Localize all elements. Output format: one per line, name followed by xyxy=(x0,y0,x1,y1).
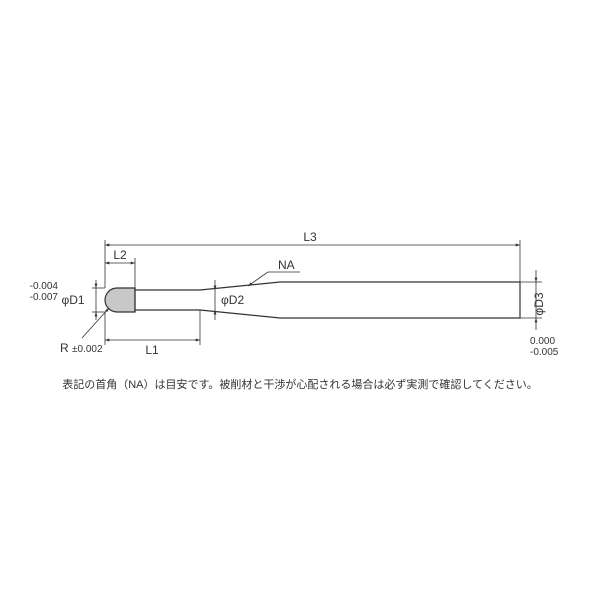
shank xyxy=(280,282,520,318)
label-L1: L1 xyxy=(145,343,159,357)
dim-L3: L3 xyxy=(105,230,520,288)
label-D1: φD1 xyxy=(61,293,84,307)
dim-D1: φD1 -0.004 -0.007 xyxy=(30,280,105,320)
label-D1-tol-lower: -0.007 xyxy=(30,292,59,303)
label-L3: L3 xyxy=(303,230,317,244)
dim-D3: φD3 0.000 -0.005 xyxy=(520,270,559,358)
label-R: R xyxy=(60,341,69,355)
dim-L2: L2 xyxy=(105,248,135,288)
label-D2: φD2 xyxy=(221,293,244,307)
neck xyxy=(135,290,200,310)
label-D1-tol-upper: -0.004 xyxy=(30,281,59,292)
caption-text: 表記の首角（NA）は目安です。被削材と干渉が心配される場合は必ず実測で確認してく… xyxy=(62,377,538,391)
label-R-tol: ±0.002 xyxy=(72,344,103,355)
label-D3-tol-lower: -0.005 xyxy=(530,347,559,358)
label-D3: φD3 xyxy=(532,292,546,315)
label-L2: L2 xyxy=(113,248,127,262)
dim-L1: L1 xyxy=(105,310,200,357)
tool-dimension-diagram: L3 L2 L1 NA φD1 -0.004 -0.007 φD2 xyxy=(0,0,600,600)
label-NA: NA xyxy=(278,258,295,272)
label-D3-tol-upper: 0.000 xyxy=(530,336,555,347)
tool-shape xyxy=(105,282,520,318)
dim-R: R ±0.002 xyxy=(60,308,109,355)
ball-tip xyxy=(105,288,135,312)
